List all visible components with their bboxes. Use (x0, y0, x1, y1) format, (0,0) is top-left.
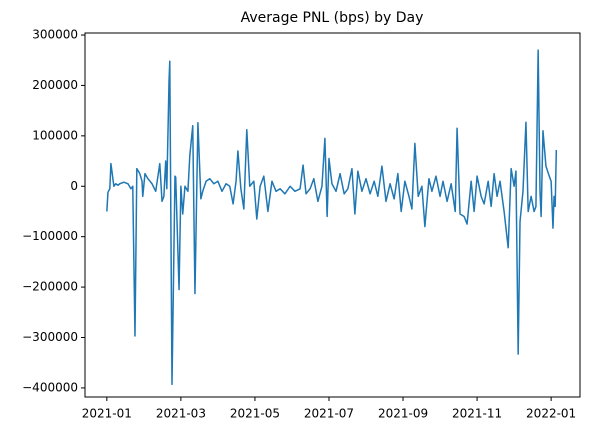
x-tick-label: 2021-07 (304, 407, 354, 421)
chart-title: Average PNL (bps) by Day (241, 10, 424, 26)
y-tick-label: −100000 (22, 229, 78, 243)
y-tick-label: −200000 (22, 280, 78, 294)
x-tick-label: 2021-01 (82, 407, 132, 421)
y-tick-label: 0 (70, 179, 78, 193)
x-tick-label: 2021-03 (156, 407, 206, 421)
y-tick-label: −300000 (22, 330, 78, 344)
y-tick-label: 100000 (32, 128, 78, 142)
y-tick-label: 200000 (32, 78, 78, 92)
x-tick-label: 2021-05 (230, 407, 280, 421)
y-tick-label: −400000 (22, 380, 78, 394)
x-tick-label: 2021-09 (378, 407, 428, 421)
line (106, 49, 558, 386)
x-tick-label: 2021-11 (452, 407, 502, 421)
y-tick-label: 300000 (32, 28, 78, 42)
axes-frame (84, 32, 581, 398)
x-tick-label: 2022-01 (526, 407, 576, 421)
